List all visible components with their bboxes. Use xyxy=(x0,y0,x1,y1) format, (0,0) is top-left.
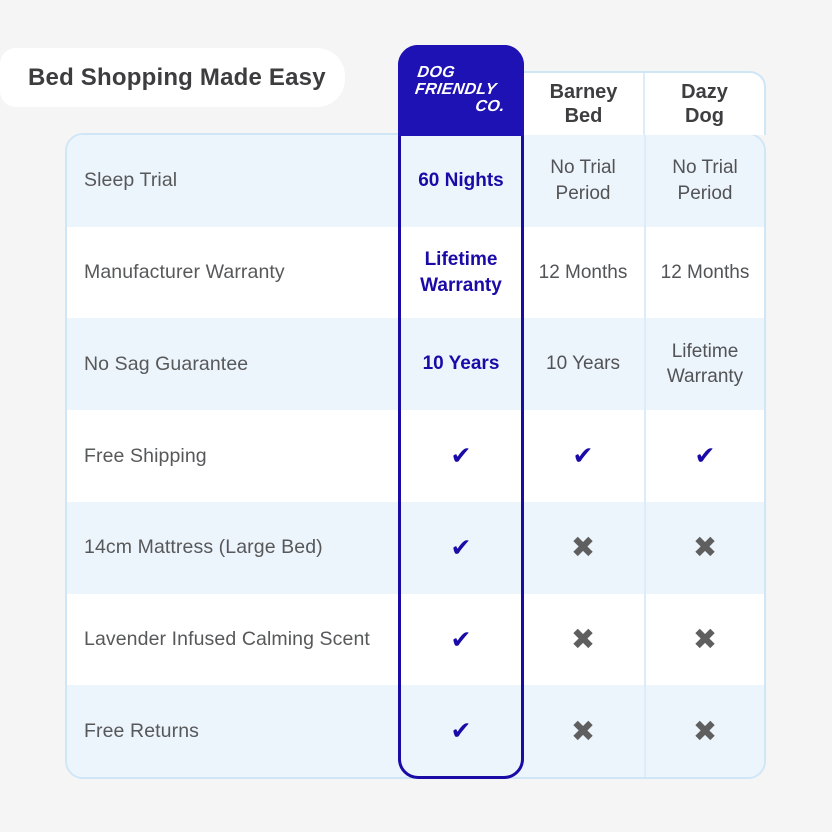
cross-icon: ✖ xyxy=(644,501,764,594)
title-pill: Bed Shopping Made Easy xyxy=(0,48,345,107)
barney-value-cell: No Trial Period xyxy=(550,157,616,204)
row-label: Lavender Infused Calming Scent xyxy=(84,627,370,650)
dog-friendly-co-logo: DOG FRIENDLY CO. xyxy=(411,64,510,115)
brand-value-cell: 10 Years xyxy=(422,353,500,375)
barney-value-cell: 12 Months xyxy=(538,261,628,283)
dazy-value-cell: No Trial Period xyxy=(644,135,764,227)
row-label: 14cm Mattress (Large Bed) xyxy=(84,536,323,559)
dazy-value-cell: 12 Months xyxy=(644,226,764,319)
row-label: No Sag Guarantee xyxy=(84,352,249,375)
column-header-line: Barney xyxy=(549,80,618,103)
row-label: Sleep Trial xyxy=(84,169,178,192)
table-row-free-returns: Free Returns ✔ ✖ ✖ xyxy=(67,685,764,777)
cross-icon: ✖ xyxy=(570,713,596,748)
row-label: Manufacturer Warranty xyxy=(84,261,285,284)
cross-icon: ✖ xyxy=(644,685,764,777)
table-row-free-shipping: Free Shipping ✔ ✔ ✔ xyxy=(67,410,764,502)
column-header-barney-bed: Barney Bed xyxy=(524,73,643,135)
brand-value-cell: Lifetime Warranty xyxy=(420,248,502,296)
logo-line: CO. xyxy=(474,97,506,115)
row-label: Free Shipping xyxy=(84,444,207,467)
comparison-table: Sleep Trial 60 Nights No Trial Period No… xyxy=(65,133,766,779)
check-icon: ✔ xyxy=(644,410,764,502)
column-header-line: Dazy xyxy=(681,80,728,103)
brand-logo-badge: DOG FRIENDLY CO. xyxy=(398,45,524,136)
table-row-sleep-trial: Sleep Trial 60 Nights No Trial Period No… xyxy=(67,135,764,227)
cross-icon: ✖ xyxy=(570,530,596,565)
check-icon: ✔ xyxy=(450,624,472,654)
page-title: Bed Shopping Made Easy xyxy=(28,63,326,91)
table-row-no-sag-guarantee: No Sag Guarantee 10 Years 10 Years Lifet… xyxy=(67,318,764,411)
brand-value-cell: 60 Nights xyxy=(418,170,504,192)
table-row-manufacturer-warranty: Manufacturer Warranty Lifetime Warranty … xyxy=(67,226,764,319)
competitor-header-band: Barney Bed Dazy Dog xyxy=(522,71,766,135)
check-icon: ✔ xyxy=(450,716,472,746)
table-row-lavender-scent: Lavender Infused Calming Scent ✔ ✖ ✖ xyxy=(67,593,764,686)
check-icon: ✔ xyxy=(450,441,472,471)
column-header-line: Bed xyxy=(564,105,603,127)
check-icon: ✔ xyxy=(450,532,472,562)
table-row-14cm-mattress: 14cm Mattress (Large Bed) ✔ ✖ ✖ xyxy=(67,501,764,594)
logo-line: DOG xyxy=(416,64,457,82)
barney-value-cell: 10 Years xyxy=(546,353,620,375)
cross-icon: ✖ xyxy=(644,593,764,686)
row-label: Free Returns xyxy=(84,719,199,742)
cross-icon: ✖ xyxy=(570,621,596,656)
dazy-value-cell: Lifetime Warranty xyxy=(644,318,764,411)
column-header-line: Dog xyxy=(685,105,724,127)
column-header-dazy-dog: Dazy Dog xyxy=(643,73,764,135)
check-icon: ✔ xyxy=(572,441,594,471)
logo-line: FRIENDLY xyxy=(413,81,498,99)
